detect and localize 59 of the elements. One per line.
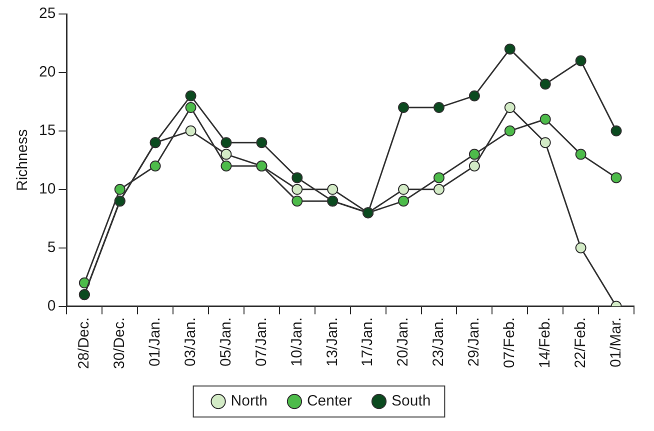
- point: [185, 125, 196, 136]
- x-tick-label: 29/Jan.: [466, 317, 483, 367]
- point: [256, 137, 268, 148]
- point: [504, 44, 516, 55]
- point: [433, 172, 444, 184]
- x-tick-label: 17/Jan.: [359, 317, 376, 367]
- point: [575, 242, 586, 254]
- point: [504, 102, 516, 114]
- legend-label: Center: [306, 392, 352, 410]
- point: [433, 184, 444, 195]
- x-tick-label: 22/Feb.: [572, 317, 589, 368]
- legend-label: South: [392, 392, 431, 410]
- x-tick-label: 10/Jan.: [288, 317, 306, 367]
- y-axis-title: Richness: [14, 129, 32, 192]
- point: [610, 125, 622, 136]
- x-tick-label: 03/Jan.: [182, 317, 199, 367]
- point: [327, 184, 338, 195]
- point: [468, 90, 480, 102]
- x-tick-label: 13/Jan.: [324, 317, 341, 367]
- point: [185, 90, 196, 102]
- point: [150, 160, 161, 172]
- y-tick-label: 15: [38, 122, 56, 140]
- point: [504, 125, 516, 136]
- point: [114, 184, 126, 195]
- point: [220, 137, 232, 148]
- y-tick-label: 10: [38, 180, 56, 198]
- point: [575, 55, 586, 66]
- legend-label: North: [230, 392, 268, 410]
- point: [468, 148, 480, 160]
- point: [398, 196, 410, 207]
- point: [610, 172, 622, 184]
- x-tick-label: 14/Feb.: [536, 317, 554, 368]
- y-tick-label: 0: [47, 297, 56, 314]
- x-tick-label: 23/Jan.: [430, 317, 448, 367]
- point: [433, 102, 444, 114]
- x-tick-label: 28/Dec.: [76, 317, 93, 370]
- point: [398, 184, 410, 195]
- point: [398, 102, 410, 114]
- point: [292, 172, 303, 184]
- x-tick-label: 07/Feb.: [501, 317, 518, 368]
- x-tick-label: 30/Dec.: [111, 317, 128, 370]
- point: [292, 184, 303, 195]
- point: [540, 137, 551, 148]
- point: [468, 160, 480, 172]
- x-tick-label: 05/Jan.: [217, 317, 234, 367]
- point: [220, 148, 232, 160]
- point: [575, 148, 586, 160]
- point: [185, 102, 196, 114]
- point: [540, 78, 551, 90]
- x-tick-label: 20/Jan.: [394, 317, 412, 367]
- point: [220, 160, 232, 172]
- x-tick-label: 07/Jan.: [252, 317, 270, 367]
- point: [292, 196, 303, 207]
- y-tick-label: 5: [47, 238, 56, 256]
- x-tick-label: 01/Jan.: [146, 317, 164, 367]
- point: [540, 114, 551, 125]
- y-tick-label: 20: [38, 64, 56, 81]
- x-tick-label: 01/Mar.: [607, 317, 624, 368]
- y-tick-label: 25: [38, 5, 56, 22]
